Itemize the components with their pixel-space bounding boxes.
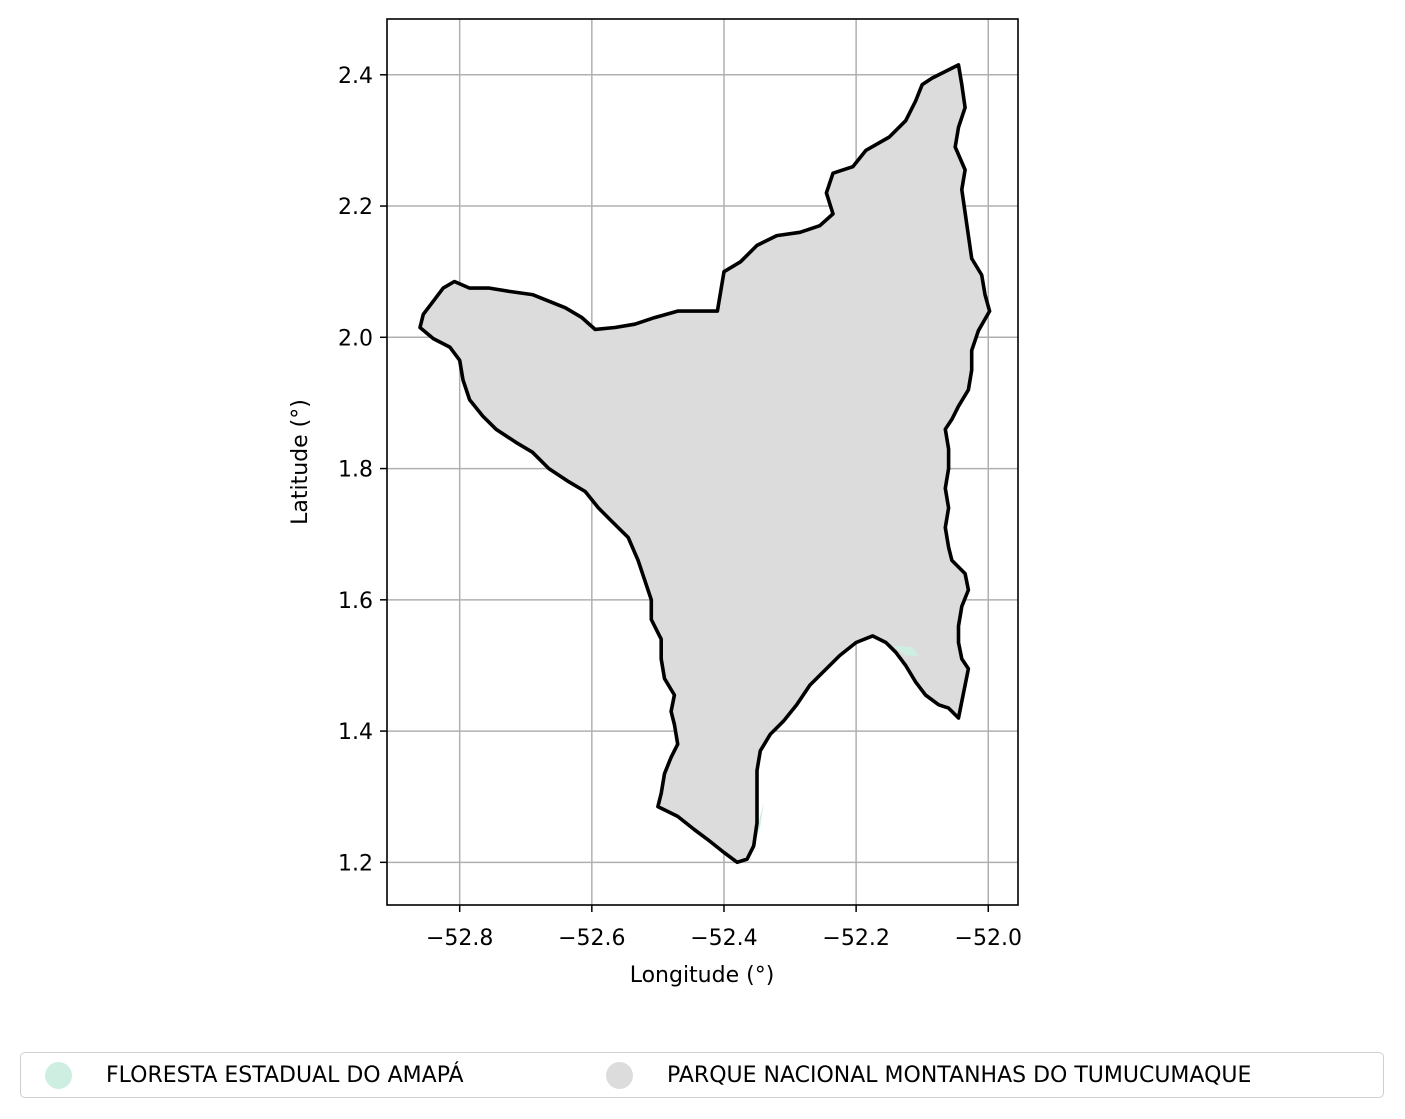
park-boundary-outline (418, 63, 992, 865)
x-tick-label: −52.0 (955, 926, 1022, 951)
x-tick-label: −52.2 (822, 926, 889, 951)
y-tick-label: 2.0 (338, 326, 373, 351)
legend-label: FLORESTA ESTADUAL DO AMAPÁ (106, 1062, 464, 1088)
axis-ticks: −52.8 −52.6 −52.4 −52.2 −52.0 2.4 2.2 2.0 1.8 1.6… (338, 64, 1022, 951)
map-regions (418, 63, 992, 865)
y-tick-label: 1.8 (338, 458, 373, 483)
y-tick-label: 1.6 (338, 589, 373, 614)
x-tick-label: −52.4 (690, 926, 757, 951)
park-region-fill (420, 64, 990, 863)
legend: FLORESTA ESTADUAL DO AMAPÁ PARQUE NACION… (20, 1052, 1384, 1098)
x-axis-label: Longitude (°) (630, 963, 775, 988)
y-tick-label: 1.2 (338, 851, 373, 876)
x-tick-label: −52.6 (558, 926, 625, 951)
legend-item-parque: PARQUE NACIONAL MONTANHAS DO TUMUCUMAQUE (606, 1053, 1251, 1097)
x-tick-label: −52.8 (426, 926, 493, 951)
forest-region-fragment (892, 645, 919, 656)
legend-marker-icon (606, 1061, 633, 1089)
map-figure: −52.8 −52.6 −52.4 −52.2 −52.0 2.4 2.2 2.0 1.8 1.6… (288, 18, 1022, 988)
y-tick-label: 2.4 (338, 64, 373, 89)
axes-frame (386, 18, 1019, 906)
legend-marker-icon (45, 1061, 72, 1089)
y-tick-label: 2.2 (338, 195, 373, 220)
legend-label: PARQUE NACIONAL MONTANHAS DO TUMUCUMAQUE (667, 1062, 1252, 1088)
legend-item-floresta: FLORESTA ESTADUAL DO AMAPÁ (45, 1053, 464, 1097)
y-tick-label: 1.4 (338, 720, 373, 745)
y-axis-label: Latitude (°) (288, 399, 313, 525)
